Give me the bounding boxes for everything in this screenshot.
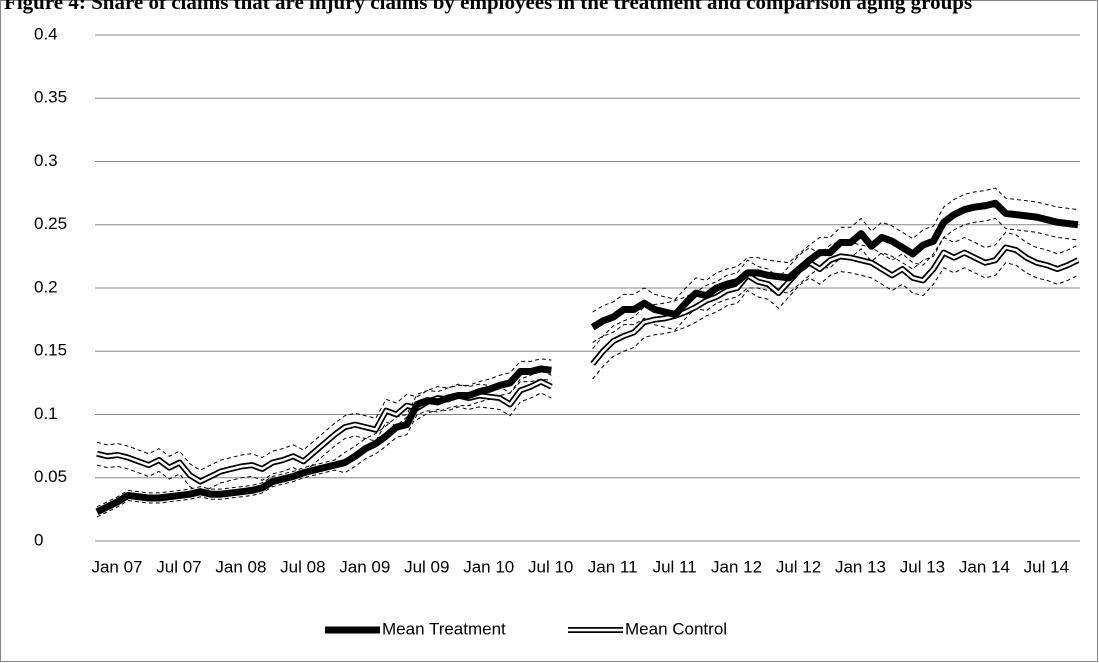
chart-title: Figure 4: Share of claims that are injur… (4, 0, 972, 14)
x-tick-label: Jul 08 (280, 557, 325, 576)
y-tick-label: 0 (34, 530, 43, 549)
x-tick-label: Jul 13 (900, 557, 945, 576)
line-treatment (590, 199, 1079, 331)
x-tick-label: Jan 14 (959, 557, 1010, 576)
x-tick-label: Jan 08 (215, 557, 266, 576)
y-tick-label: 0.35 (34, 88, 67, 107)
x-tick-label: Jul 12 (776, 557, 821, 576)
x-tick-label: Jan 12 (711, 557, 762, 576)
y-tick-label: 0.25 (34, 214, 67, 233)
x-tick-label: Jan 07 (91, 557, 142, 576)
legend-label: Mean Treatment (382, 619, 506, 638)
line-control (590, 244, 1080, 366)
x-tick-label: Jul 10 (528, 557, 573, 576)
x-tick-label: Jul 07 (156, 557, 201, 576)
y-tick-label: 0.4 (34, 24, 58, 43)
y-tick-label: 0.15 (34, 341, 67, 360)
x-tick-label: Jan 11 (588, 557, 638, 576)
line-interval (96, 378, 552, 518)
x-tick-label: Jul 09 (404, 557, 449, 576)
y-tick-label: 0.3 (34, 151, 58, 170)
y-tick-label: 0.05 (34, 467, 67, 486)
x-tick-label: Jul 11 (653, 557, 697, 576)
line-treatment (95, 365, 552, 516)
line-interval (96, 358, 552, 508)
line-interval (592, 262, 1079, 380)
x-tick-label: Jan 09 (339, 557, 390, 576)
line-interval (592, 217, 1079, 343)
legend-label: Mean Control (625, 619, 727, 638)
x-tick-label: Jul 14 (1024, 557, 1069, 576)
y-tick-label: 0.2 (34, 277, 58, 296)
line-control-inner (591, 246, 1079, 365)
y-tick-label: 0.1 (34, 404, 58, 423)
x-tick-label: Jan 10 (463, 557, 514, 576)
x-tick-label: Jan 13 (835, 557, 886, 576)
